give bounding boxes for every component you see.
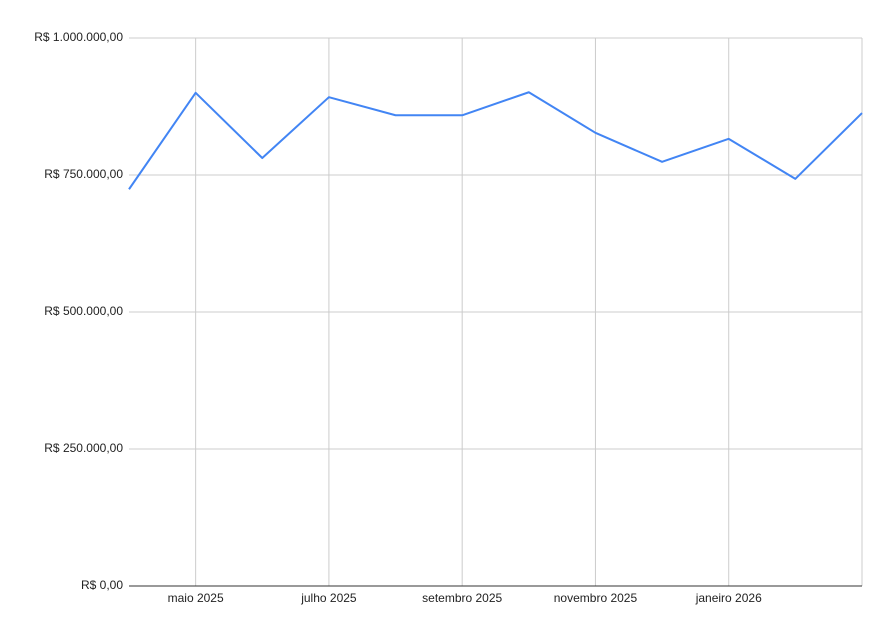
series-line (128, 91, 863, 190)
y-tick-label: R$ 750.000,00 (44, 167, 123, 181)
y-tick-label: R$ 1.000.000,00 (34, 30, 123, 44)
x-tick-label: setembro 2025 (422, 591, 502, 605)
x-tick-label: novembro 2025 (554, 591, 638, 605)
x-tick-label: janeiro 2026 (695, 591, 762, 605)
y-tick-label: R$ 250.000,00 (44, 441, 123, 455)
x-tick-label: julho 2025 (300, 591, 357, 605)
y-tick-label: R$ 500.000,00 (44, 304, 123, 318)
x-tick-label: maio 2025 (168, 591, 224, 605)
y-tick-label: R$ 0,00 (81, 578, 123, 592)
